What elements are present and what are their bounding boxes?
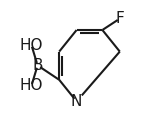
Text: B: B: [32, 58, 43, 73]
Text: HO: HO: [20, 38, 43, 53]
Text: F: F: [115, 11, 124, 26]
Text: N: N: [71, 94, 82, 109]
Text: HO: HO: [20, 78, 43, 93]
